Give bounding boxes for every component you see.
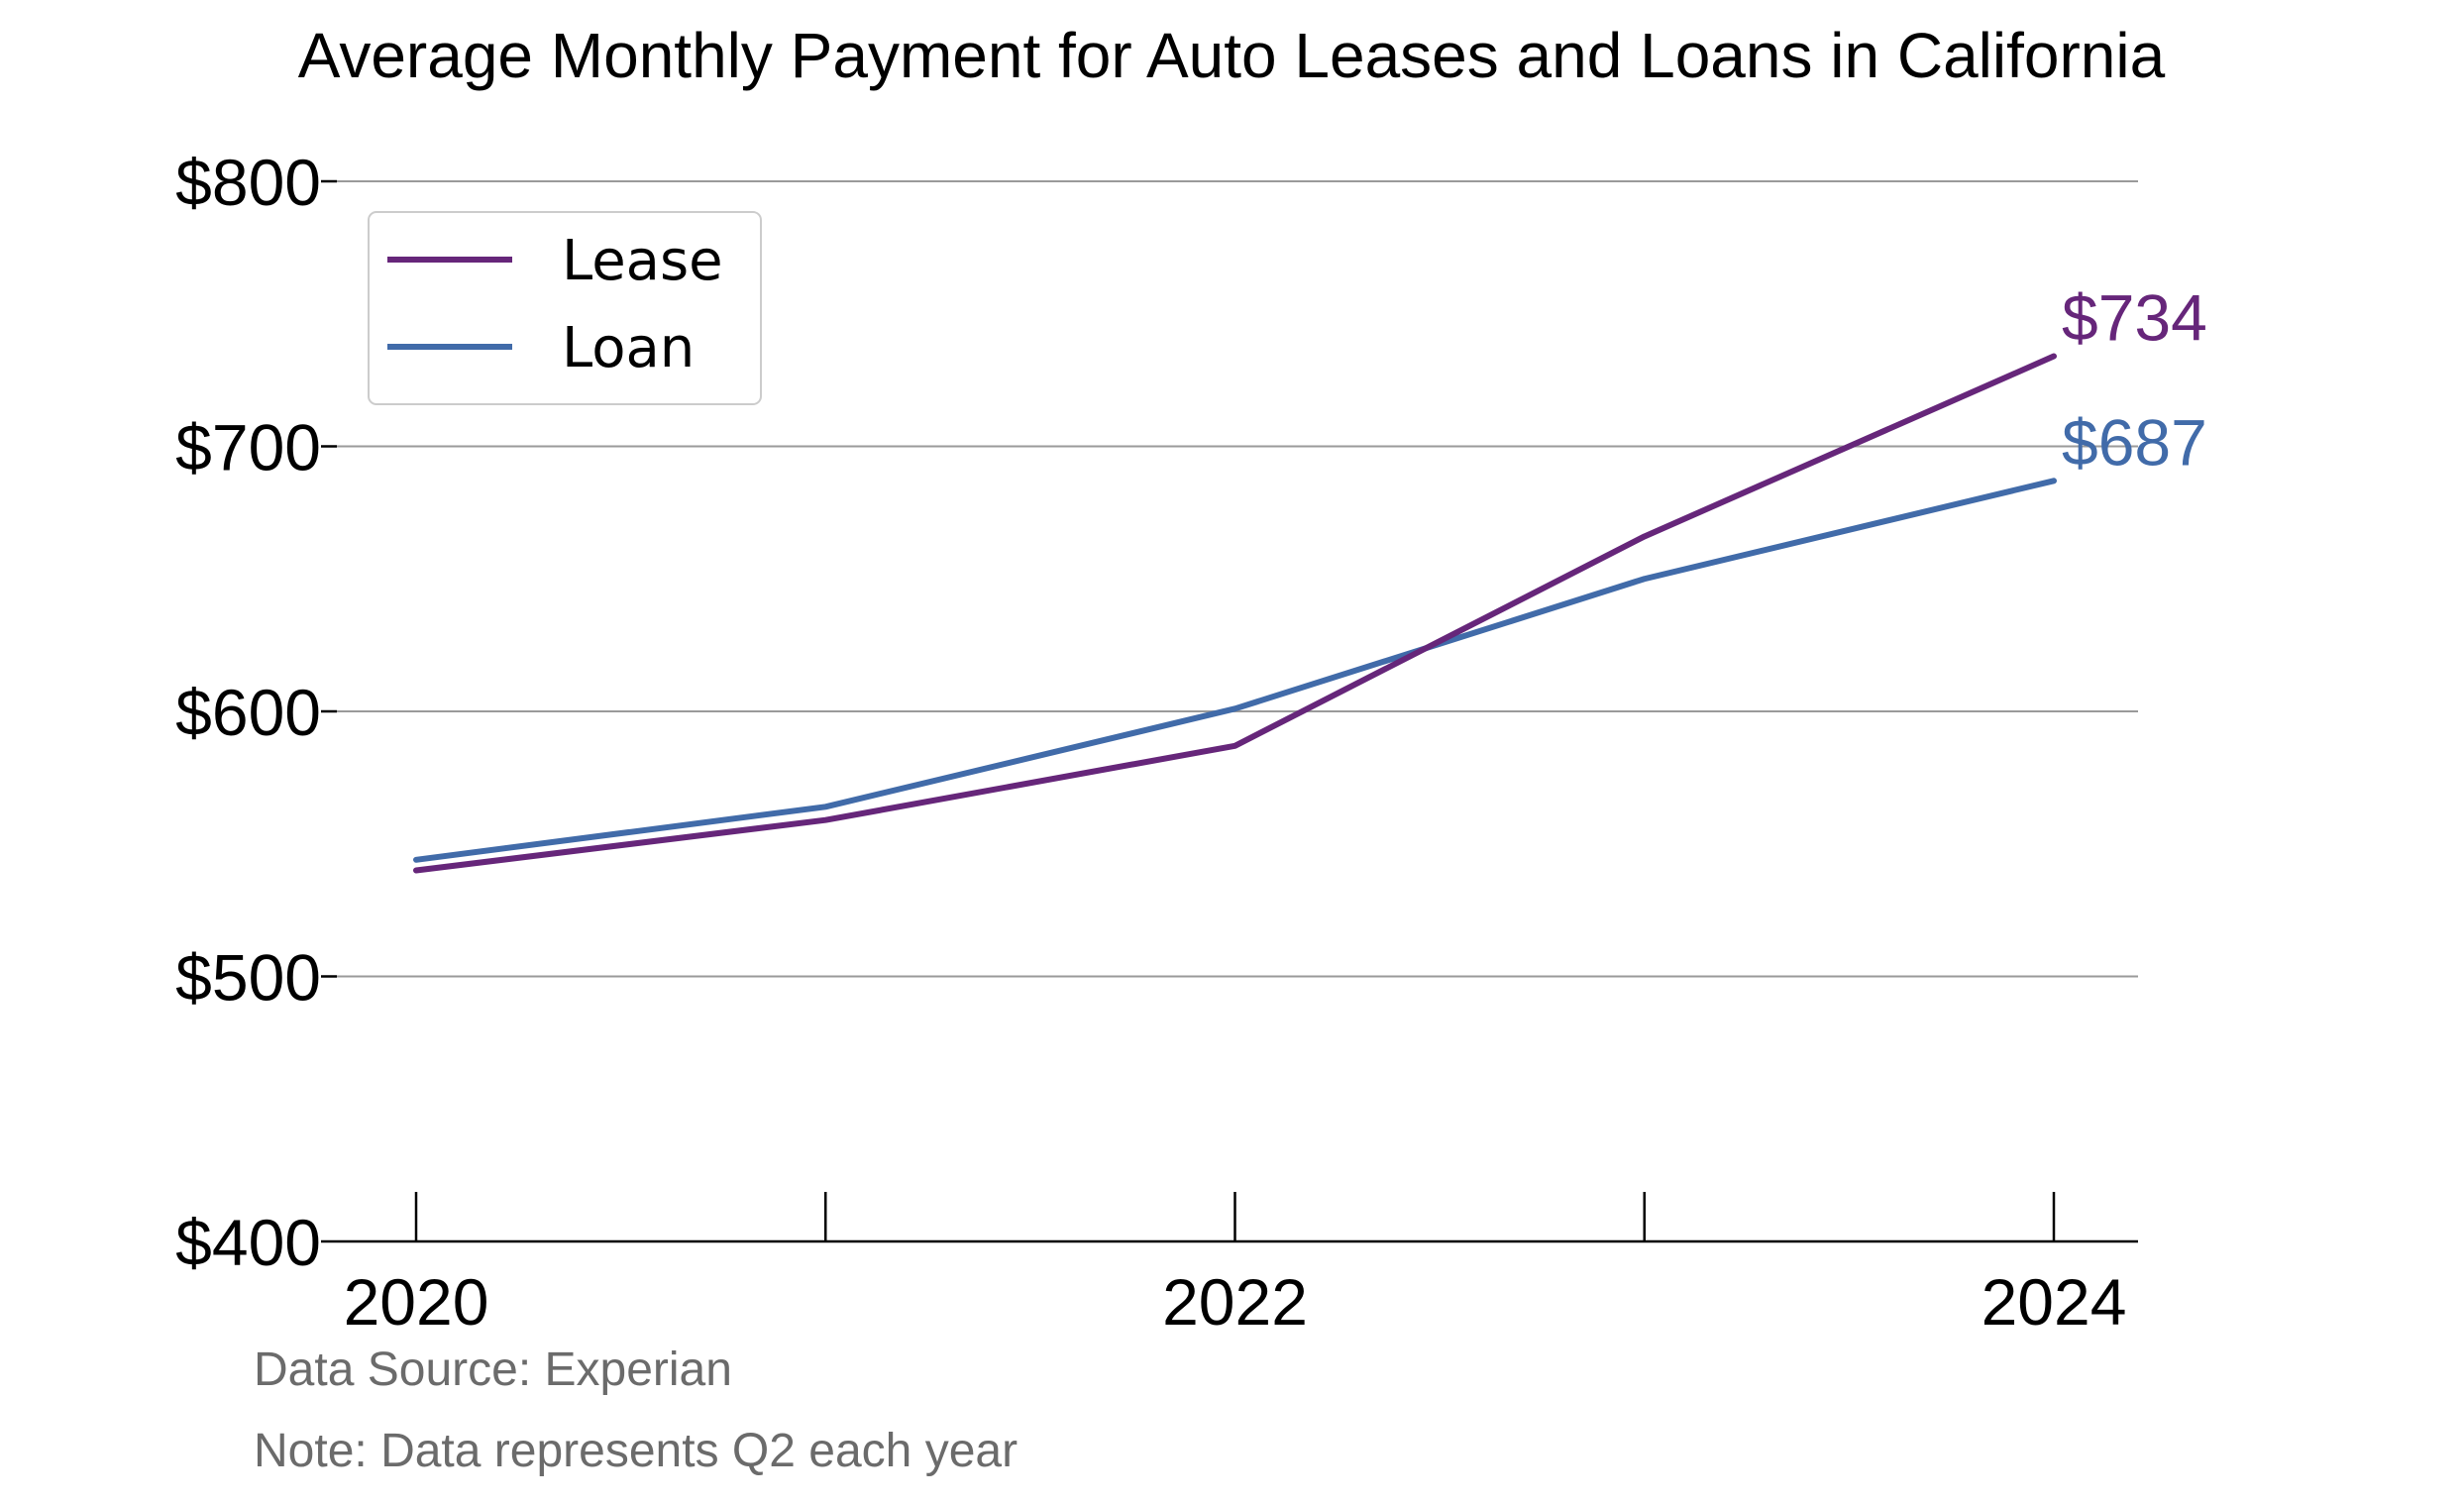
axes: $400 $500 $600 $700 $800 2020 2022 2024 (175, 146, 2138, 1339)
series-lines (413, 353, 2057, 874)
y-tick-label: $400 (175, 1206, 321, 1279)
x-tick-label: 2022 (1162, 1265, 1308, 1339)
chart-title: Average Monthly Payment for Auto Leases … (298, 20, 2166, 91)
series-line-loan (413, 478, 2057, 863)
end-labels: $734 $687 (2062, 281, 2207, 480)
legend-label-lease: Lease (562, 229, 723, 293)
end-label-loan: $687 (2062, 405, 2207, 479)
y-tick-label: $500 (175, 941, 321, 1015)
legend: Lease Loan (368, 211, 762, 405)
data-source-note: Data Source: Experian (254, 1343, 732, 1396)
y-tick-label: $700 (175, 411, 321, 484)
x-tick-label: 2020 (344, 1265, 489, 1339)
series-line-lease (413, 353, 2057, 874)
legend-label-loan: Loan (562, 316, 695, 380)
gridlines (337, 180, 2138, 978)
end-label-lease: $734 (2062, 281, 2207, 355)
x-tick-label: 2024 (1982, 1265, 2127, 1339)
y-tick-label: $800 (175, 146, 321, 219)
data-note: Note: Data represents Q2 each year (254, 1425, 1018, 1477)
y-tick-label: $600 (175, 676, 321, 749)
